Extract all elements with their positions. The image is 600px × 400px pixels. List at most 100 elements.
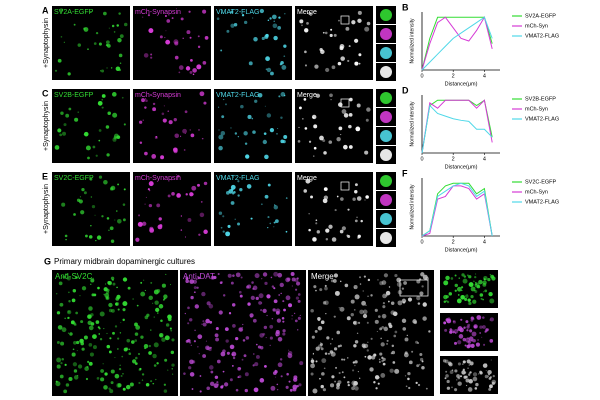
x-tick-label: 2 bbox=[452, 73, 455, 79]
signal-dot bbox=[351, 369, 355, 372]
signal-dot bbox=[403, 352, 409, 358]
signal-dot bbox=[81, 187, 85, 192]
signal-dot bbox=[96, 377, 100, 380]
signal-dot bbox=[257, 92, 263, 98]
signal-dot bbox=[173, 39, 179, 45]
signal-dot bbox=[60, 111, 64, 115]
signal-dot bbox=[174, 41, 179, 46]
signal-dot bbox=[361, 300, 366, 306]
signal-dot bbox=[425, 387, 428, 390]
signal-dot bbox=[478, 373, 480, 375]
signal-dot bbox=[365, 304, 367, 306]
signal-dot bbox=[225, 231, 231, 237]
signal-dot bbox=[324, 284, 327, 287]
signal-dot bbox=[233, 22, 238, 27]
signal-dot bbox=[202, 322, 207, 327]
signal-dot bbox=[254, 99, 258, 103]
signal-dot bbox=[276, 133, 278, 135]
signal-dot bbox=[354, 61, 359, 66]
signal-dot bbox=[262, 139, 267, 145]
signal-dot bbox=[422, 274, 428, 280]
signal-dot bbox=[73, 375, 79, 380]
signal-dot bbox=[153, 364, 157, 367]
signal-dot bbox=[70, 320, 75, 325]
signal-dot bbox=[347, 208, 350, 211]
signal-dot bbox=[482, 282, 487, 287]
signal-dot bbox=[489, 274, 491, 276]
signal-dot bbox=[210, 370, 214, 374]
signal-dot bbox=[282, 332, 286, 336]
signal-dot bbox=[123, 188, 126, 191]
signal-dot bbox=[66, 273, 69, 276]
signal-dot bbox=[412, 319, 417, 324]
signal-dot bbox=[273, 35, 278, 41]
signal-dot bbox=[189, 359, 194, 365]
side-label: +Synaptophysin bbox=[43, 184, 50, 234]
signal-dot bbox=[229, 378, 233, 382]
signal-dot bbox=[358, 53, 362, 57]
signal-dot bbox=[469, 329, 473, 333]
signal-dot bbox=[461, 273, 465, 277]
signal-dot bbox=[367, 278, 371, 282]
signal-dot bbox=[340, 134, 342, 136]
signal-dot bbox=[269, 127, 275, 133]
signal-dot bbox=[422, 302, 427, 307]
signal-dot bbox=[171, 192, 175, 196]
signal-dot bbox=[142, 221, 147, 226]
signal-dot bbox=[150, 56, 153, 59]
signal-dot bbox=[392, 311, 398, 317]
signal-dot bbox=[218, 134, 224, 140]
inset-blob bbox=[380, 130, 392, 142]
signal-dot bbox=[273, 287, 276, 290]
signal-dot bbox=[297, 316, 301, 320]
signal-dot bbox=[224, 327, 229, 332]
signal-dot bbox=[131, 340, 135, 344]
signal-dot bbox=[380, 337, 382, 340]
signal-dot bbox=[303, 98, 307, 101]
signal-dot bbox=[482, 325, 486, 329]
signal-dot bbox=[277, 362, 283, 368]
signal-dot bbox=[67, 310, 72, 315]
signal-dot bbox=[258, 293, 264, 299]
signal-dot bbox=[267, 183, 271, 187]
signal-dot bbox=[266, 314, 268, 317]
micrograph bbox=[295, 172, 373, 246]
signal-dot bbox=[382, 302, 386, 305]
signal-dot bbox=[280, 292, 282, 295]
signal-dot bbox=[57, 58, 62, 63]
signal-dot bbox=[115, 210, 118, 212]
signal-dot bbox=[171, 368, 173, 370]
signal-dot bbox=[104, 293, 110, 298]
signal-dot bbox=[336, 330, 341, 335]
signal-dot bbox=[467, 373, 471, 376]
signal-dot bbox=[347, 383, 350, 387]
signal-dot bbox=[165, 39, 171, 45]
signal-dot bbox=[396, 281, 402, 287]
signal-dot bbox=[161, 337, 166, 342]
signal-dot bbox=[266, 294, 271, 299]
signal-dot bbox=[215, 386, 217, 388]
signal-dot bbox=[202, 61, 207, 65]
signal-dot bbox=[251, 117, 254, 120]
signal-dot bbox=[206, 274, 208, 276]
signal-dot bbox=[56, 364, 61, 369]
signal-dot bbox=[339, 229, 344, 234]
signal-dot bbox=[456, 374, 460, 378]
signal-dot bbox=[94, 214, 96, 216]
signal-dot bbox=[203, 181, 208, 186]
signal-dot bbox=[141, 379, 144, 381]
signal-dot bbox=[107, 280, 113, 286]
signal-dot bbox=[189, 341, 192, 344]
signal-dot bbox=[154, 300, 159, 305]
signal-dot bbox=[147, 14, 150, 17]
signal-dot bbox=[353, 285, 358, 290]
signal-dot bbox=[444, 359, 449, 364]
signal-dot bbox=[218, 145, 223, 151]
legend-label: mCh-Syn bbox=[525, 106, 548, 112]
signal-dot bbox=[382, 362, 386, 366]
panel-letter: C bbox=[42, 88, 49, 98]
signal-dot bbox=[353, 320, 358, 326]
signal-dot bbox=[103, 385, 108, 390]
signal-dot bbox=[365, 195, 369, 199]
inset-blob bbox=[380, 194, 392, 206]
